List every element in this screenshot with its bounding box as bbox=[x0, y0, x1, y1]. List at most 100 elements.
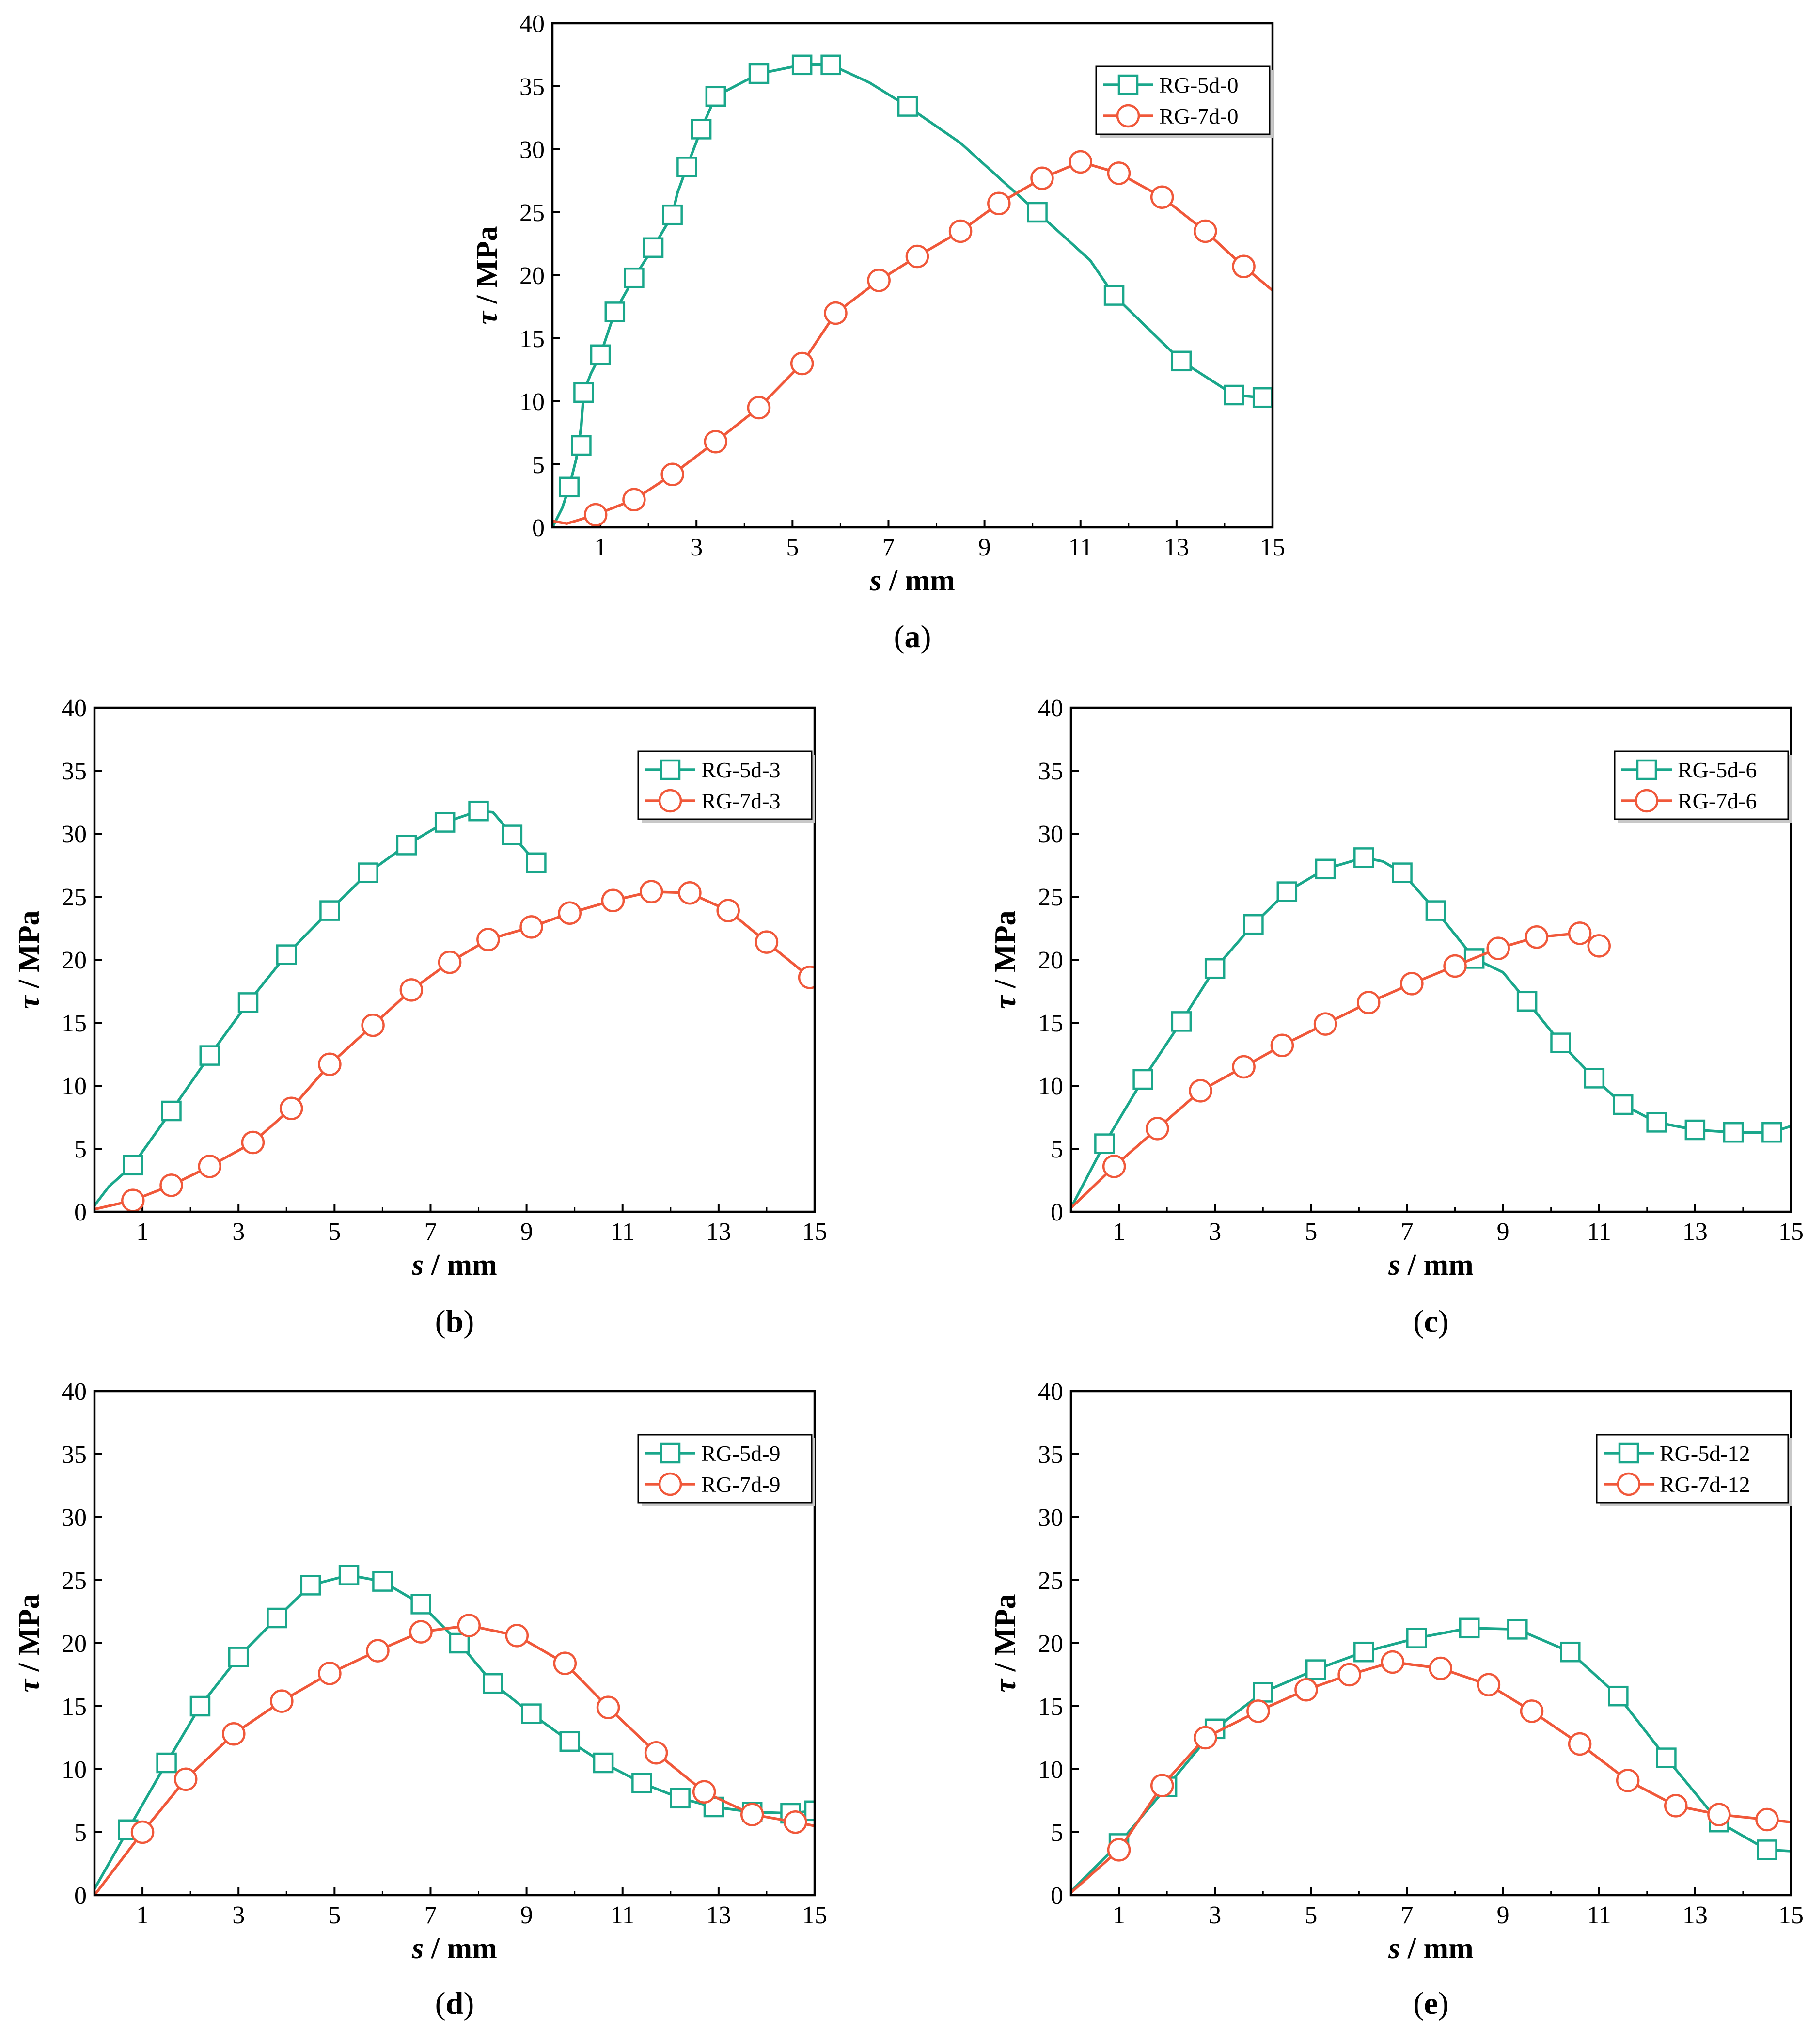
data-point-RG-7d-9 bbox=[222, 1722, 246, 1746]
data-point-RG-7d-3 bbox=[198, 1155, 222, 1178]
y-tick-label: 5 bbox=[1051, 1819, 1063, 1847]
legend-label: RG-7d-0 bbox=[1159, 104, 1239, 128]
legend-marker bbox=[660, 759, 681, 780]
series-RG-5d-6 bbox=[1071, 847, 1791, 1209]
panel-letter: a bbox=[905, 619, 921, 654]
plot-frame bbox=[1069, 706, 1792, 1213]
x-tick-label: 15 bbox=[1778, 1901, 1804, 1929]
data-point-RG-5d-3 bbox=[276, 944, 297, 965]
y-axis-variable: τ bbox=[13, 995, 46, 1009]
x-tick-label: 11 bbox=[1069, 534, 1093, 561]
panel-letter: c bbox=[1424, 1304, 1438, 1339]
data-point-RG-5d-3 bbox=[161, 1100, 182, 1122]
y-tick-label: 15 bbox=[519, 325, 545, 353]
data-point-RG-7d-9 bbox=[318, 1662, 342, 1685]
series-RG-5d-0 bbox=[552, 54, 1273, 527]
y-tick-label: 25 bbox=[519, 199, 545, 227]
x-tick-label: 7 bbox=[1400, 1218, 1413, 1246]
legend-marker bbox=[658, 789, 682, 813]
legend-marker bbox=[1116, 104, 1140, 128]
y-tick-label: 15 bbox=[62, 1693, 87, 1721]
x-tick-label: 15 bbox=[1260, 534, 1285, 561]
data-point-RG-5d-0 bbox=[590, 344, 611, 365]
data-point-RG-5d-6 bbox=[1684, 1119, 1706, 1141]
x-tick-label: 7 bbox=[1400, 1901, 1413, 1929]
x-tick-label: 15 bbox=[802, 1901, 827, 1929]
data-point-RG-5d-6 bbox=[1171, 1011, 1192, 1032]
y-tick-label: 20 bbox=[1038, 947, 1063, 974]
legend-label: RG-5d-12 bbox=[1660, 1441, 1750, 1466]
x-tick-label: 7 bbox=[424, 1218, 437, 1246]
data-point-RG-5d-6 bbox=[1315, 858, 1336, 880]
data-point-RG-7d-9 bbox=[173, 1767, 198, 1791]
y-axis-variable: τ bbox=[13, 1678, 46, 1693]
data-point-RG-7d-3 bbox=[399, 978, 424, 1002]
data-point-RG-7d-0 bbox=[867, 269, 891, 292]
data-point-RG-5d-0 bbox=[1103, 285, 1125, 306]
data-point-RG-5d-9 bbox=[521, 1703, 542, 1724]
data-point-RG-7d-9 bbox=[692, 1780, 716, 1804]
x-tick-label: 15 bbox=[802, 1218, 827, 1246]
y-tick-label: 10 bbox=[1038, 1756, 1063, 1784]
y-tick-label: 40 bbox=[62, 695, 87, 722]
x-tick-label: 1 bbox=[1113, 1901, 1125, 1929]
x-tick-label: 5 bbox=[786, 534, 799, 561]
data-point-RG-7d-0 bbox=[790, 351, 814, 376]
series-RG-7d-9 bbox=[94, 1614, 815, 1895]
data-point-RG-5d-3 bbox=[526, 852, 547, 873]
x-axis-variable: s bbox=[869, 564, 881, 597]
x-axis-unit: / mm bbox=[1400, 1249, 1474, 1282]
data-point-RG-7d-3 bbox=[279, 1096, 303, 1121]
data-point-RG-5d-9 bbox=[156, 1752, 177, 1774]
legend-label: RG-5d-6 bbox=[1678, 758, 1757, 782]
y-tick-label: 35 bbox=[1038, 1441, 1063, 1469]
y-tick-label: 15 bbox=[1038, 1010, 1063, 1037]
x-tick-label: 11 bbox=[611, 1901, 635, 1929]
y-axis-variable: τ bbox=[989, 995, 1022, 1009]
data-point-RG-5d-0 bbox=[705, 86, 726, 107]
data-point-RG-5d-6 bbox=[1243, 914, 1264, 935]
y-tick-label: 5 bbox=[74, 1136, 87, 1163]
data-point-RG-5d-6 bbox=[1276, 881, 1298, 902]
legend-label: RG-7d-6 bbox=[1678, 789, 1757, 813]
plot-frame bbox=[93, 706, 816, 1213]
data-point-RG-5d-12 bbox=[1459, 1617, 1480, 1639]
data-point-RG-5d-12 bbox=[1353, 1641, 1374, 1663]
data-point-RG-7d-6 bbox=[1443, 954, 1467, 978]
y-tick-label: 20 bbox=[62, 1630, 87, 1658]
data-point-RG-7d-3 bbox=[639, 880, 663, 903]
x-tick-label: 3 bbox=[1209, 1218, 1221, 1246]
legend-label: RG-5d-3 bbox=[701, 758, 781, 782]
legend-label: RG-5d-9 bbox=[701, 1441, 781, 1466]
y-axis-title: τ / MPa bbox=[13, 910, 46, 1009]
y-tick-label: 0 bbox=[1051, 1882, 1063, 1910]
series-RG-7d-6 bbox=[1071, 921, 1611, 1209]
y-tick-label: 10 bbox=[1038, 1073, 1063, 1100]
x-axis-variable: s bbox=[1388, 1249, 1400, 1282]
data-point-RG-5d-6 bbox=[1204, 958, 1226, 979]
x-axis-unit: / mm bbox=[1400, 1932, 1474, 1965]
data-point-RG-5d-12 bbox=[1253, 1682, 1273, 1703]
data-point-RG-7d-0 bbox=[1232, 254, 1256, 279]
data-point-RG-5d-9 bbox=[593, 1752, 614, 1774]
y-tick-label: 0 bbox=[1051, 1199, 1063, 1226]
x-tick-label: 11 bbox=[611, 1218, 635, 1246]
panel-letter: b bbox=[446, 1304, 464, 1339]
data-point-RG-7d-0 bbox=[747, 396, 771, 420]
x-axis-title: s / mm bbox=[869, 564, 955, 597]
data-point-RG-7d-3 bbox=[318, 1052, 342, 1077]
x-tick-label: 13 bbox=[1164, 534, 1189, 561]
data-point-RG-5d-0 bbox=[1252, 387, 1273, 408]
data-point-RG-5d-3 bbox=[502, 824, 523, 845]
data-point-RG-7d-0 bbox=[948, 219, 973, 243]
legend: RG-5d-0 RG-7d-0 bbox=[1095, 65, 1273, 138]
y-tick-label: 35 bbox=[519, 73, 545, 101]
legend-marker bbox=[1117, 74, 1139, 95]
series-RG-5d-3 bbox=[94, 800, 547, 1206]
x-axis-variable: s bbox=[411, 1249, 424, 1282]
x-axis-unit: / mm bbox=[881, 564, 955, 597]
data-point-RG-7d-9 bbox=[644, 1741, 668, 1765]
data-point-RG-5d-6 bbox=[1094, 1133, 1115, 1154]
data-point-RG-7d-3 bbox=[601, 888, 625, 913]
data-point-RG-7d-9 bbox=[130, 1820, 155, 1844]
